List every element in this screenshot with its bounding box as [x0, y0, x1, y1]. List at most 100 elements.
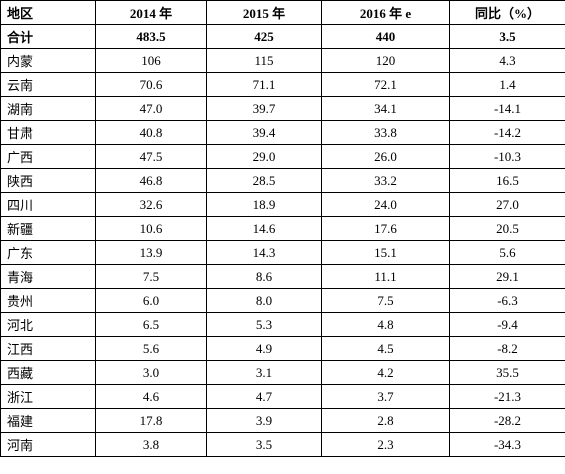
- table-row: 四川 32.6 18.9 24.0 27.0: [0, 192, 565, 217]
- cell-region: 内蒙: [0, 48, 96, 73]
- table-row: 广东 13.9 14.3 15.1 5.6: [0, 240, 565, 265]
- cell-2015: 3.1: [206, 360, 322, 385]
- cell-2016e: 34.1: [321, 96, 450, 121]
- cell-2016e: 4.5: [321, 336, 450, 361]
- cell-yoy: -6.3: [449, 288, 565, 313]
- cell-yoy: 20.5: [449, 216, 565, 241]
- cell-2014: 47.5: [95, 144, 207, 169]
- cell-2014: 70.6: [95, 72, 207, 97]
- cell-2015: 5.3: [206, 312, 322, 337]
- cell-yoy: -28.2: [449, 408, 565, 433]
- cell-region: 河南: [0, 432, 96, 457]
- table-row: 贵州 6.0 8.0 7.5 -6.3: [0, 288, 565, 313]
- cell-region: 西藏: [0, 360, 96, 385]
- cell-2015: 8.0: [206, 288, 322, 313]
- cell-region: 湖南: [0, 96, 96, 121]
- cell-region: 广西: [0, 144, 96, 169]
- cell-2015: 28.5: [206, 168, 322, 193]
- cell-yoy: 29.1: [449, 264, 565, 289]
- table-row: 广西 47.5 29.0 26.0 -10.3: [0, 144, 565, 169]
- cell-2015: 14.6: [206, 216, 322, 241]
- data-table: 地区 2014 年 2015 年 2016 年 e 同比（%） 合计 483.5 4…: [0, 0, 565, 457]
- cell-2015: 115: [206, 48, 322, 73]
- header-2015: 2015 年: [206, 0, 322, 25]
- cell-2014: 40.8: [95, 120, 207, 145]
- cell-2015: 71.1: [206, 72, 322, 97]
- cell-2015: 8.6: [206, 264, 322, 289]
- cell-2015: 39.7: [206, 96, 322, 121]
- cell-yoy: -8.2: [449, 336, 565, 361]
- cell-2014: 17.8: [95, 408, 207, 433]
- cell-region: 甘肃: [0, 120, 96, 145]
- cell-2016e: 11.1: [321, 264, 450, 289]
- table-row: 河南 3.8 3.5 2.3 -34.3: [0, 432, 565, 457]
- cell-2014: 5.6: [95, 336, 207, 361]
- cell-region: 广东: [0, 240, 96, 265]
- cell-yoy: -9.4: [449, 312, 565, 337]
- cell-yoy: 27.0: [449, 192, 565, 217]
- cell-2014: 483.5: [95, 24, 207, 49]
- cell-2016e: 120: [321, 48, 450, 73]
- cell-2016e: 72.1: [321, 72, 450, 97]
- cell-yoy: -10.3: [449, 144, 565, 169]
- table-row: 江西 5.6 4.9 4.5 -8.2: [0, 336, 565, 361]
- cell-2014: 6.5: [95, 312, 207, 337]
- table-header: 地区 2014 年 2015 年 2016 年 e 同比（%）: [0, 0, 565, 25]
- cell-2014: 3.0: [95, 360, 207, 385]
- header-region: 地区: [0, 0, 96, 25]
- cell-yoy: 1.4: [449, 72, 565, 97]
- cell-yoy: -14.2: [449, 120, 565, 145]
- cell-2016e: 7.5: [321, 288, 450, 313]
- table-row: 内蒙 106 115 120 4.3: [0, 48, 565, 73]
- cell-region: 青海: [0, 264, 96, 289]
- cell-yoy: 5.6: [449, 240, 565, 265]
- header-yoy: 同比（%）: [449, 0, 565, 25]
- cell-2014: 106: [95, 48, 207, 73]
- table-row: 西藏 3.0 3.1 4.2 35.5: [0, 360, 565, 385]
- cell-2014: 4.6: [95, 384, 207, 409]
- cell-yoy: 16.5: [449, 168, 565, 193]
- cell-2016e: 2.3: [321, 432, 450, 457]
- cell-region: 新疆: [0, 216, 96, 241]
- cell-2016e: 33.2: [321, 168, 450, 193]
- cell-2016e: 2.8: [321, 408, 450, 433]
- cell-region: 陕西: [0, 168, 96, 193]
- table-row: 河北 6.5 5.3 4.8 -9.4: [0, 312, 565, 337]
- cell-yoy: -14.1: [449, 96, 565, 121]
- cell-2014: 46.8: [95, 168, 207, 193]
- cell-2015: 39.4: [206, 120, 322, 145]
- cell-2014: 47.0: [95, 96, 207, 121]
- cell-yoy: 35.5: [449, 360, 565, 385]
- cell-2016e: 24.0: [321, 192, 450, 217]
- cell-2015: 3.9: [206, 408, 322, 433]
- total-row: 合计 483.5 425 440 3.5: [0, 24, 565, 49]
- cell-yoy: 3.5: [449, 24, 565, 49]
- table-row: 青海 7.5 8.6 11.1 29.1: [0, 264, 565, 289]
- cell-2014: 32.6: [95, 192, 207, 217]
- cell-2016e: 440: [321, 24, 450, 49]
- cell-2016e: 17.6: [321, 216, 450, 241]
- cell-2015: 4.9: [206, 336, 322, 361]
- cell-yoy: -34.3: [449, 432, 565, 457]
- table-row: 陕西 46.8 28.5 33.2 16.5: [0, 168, 565, 193]
- cell-2016e: 26.0: [321, 144, 450, 169]
- cell-2014: 6.0: [95, 288, 207, 313]
- cell-region: 浙江: [0, 384, 96, 409]
- cell-region: 河北: [0, 312, 96, 337]
- cell-2014: 13.9: [95, 240, 207, 265]
- cell-2015: 18.9: [206, 192, 322, 217]
- header-2016e: 2016 年 e: [321, 0, 450, 25]
- cell-region: 贵州: [0, 288, 96, 313]
- table-body: 合计 483.5 425 440 3.5 内蒙 106 115 120 4.3 云南 70.6 71.1…: [0, 24, 565, 457]
- cell-region: 四川: [0, 192, 96, 217]
- header-2014: 2014 年: [95, 0, 207, 25]
- cell-2014: 3.8: [95, 432, 207, 457]
- cell-2016e: 33.8: [321, 120, 450, 145]
- cell-2014: 10.6: [95, 216, 207, 241]
- cell-2014: 7.5: [95, 264, 207, 289]
- cell-2016e: 4.2: [321, 360, 450, 385]
- cell-2016e: 4.8: [321, 312, 450, 337]
- cell-2016e: 3.7: [321, 384, 450, 409]
- header-row: 地区 2014 年 2015 年 2016 年 e 同比（%）: [0, 0, 565, 25]
- table-row: 新疆 10.6 14.6 17.6 20.5: [0, 216, 565, 241]
